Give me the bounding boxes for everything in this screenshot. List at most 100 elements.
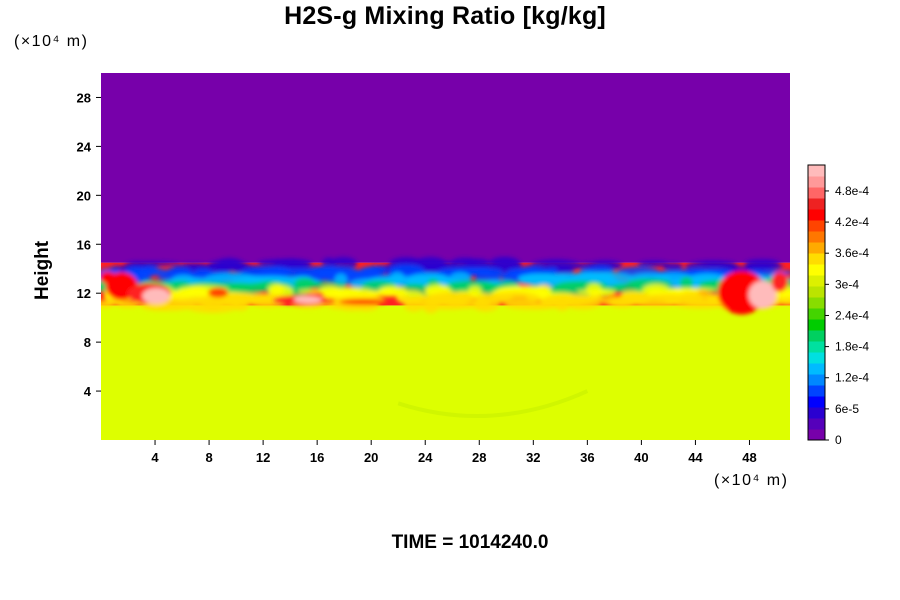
- mixing-texture: [207, 259, 249, 272]
- mixing-texture: [633, 300, 678, 308]
- colorbar-segment: [808, 418, 825, 430]
- colorbar-segment: [808, 220, 825, 232]
- mixing-texture: [641, 294, 694, 303]
- mixing-texture: [487, 291, 541, 305]
- colorbar-segment: [808, 275, 825, 287]
- colorbar-tick-label: 0: [835, 433, 842, 447]
- colorbar-segment: [808, 231, 825, 243]
- mixing-texture: [374, 291, 407, 296]
- colorbar-segment: [808, 187, 825, 199]
- mixing-texture: [295, 281, 348, 289]
- colorbar-segment: [808, 407, 825, 419]
- mixing-texture: [297, 289, 331, 294]
- colorbar-segment: [808, 198, 825, 210]
- plot-area: [101, 73, 790, 440]
- y-tick-label: 28: [77, 90, 91, 105]
- mixing-texture: [517, 273, 571, 284]
- colorbar-tick-label: 1.2e-4: [835, 371, 869, 385]
- colorbar: 4.8e-4 4.2e-4 3.6e-4 3e-4 2.4e-4 1.8e-4 1.2e-4…: [807, 164, 869, 447]
- x-tick-label: 8: [205, 450, 212, 465]
- x-tick-label: 36: [580, 450, 594, 465]
- colorbar-tick-label: 4.8e-4: [835, 184, 869, 198]
- mixing-texture: [356, 266, 380, 281]
- colorbar-segment: [808, 341, 825, 353]
- colorbar-segment: [808, 253, 825, 265]
- mixing-band: [101, 256, 790, 315]
- x-axis-unit: (×10⁴ m): [714, 472, 789, 489]
- colorbar-tick-label: 1.8e-4: [835, 340, 869, 354]
- field-layer-0: [101, 305, 790, 440]
- mixing-texture: [473, 298, 492, 309]
- mixing-hotspot: [293, 295, 322, 304]
- y-tick-label: 24: [77, 139, 92, 154]
- chart-title: H2S-g Mixing Ratio [kg/kg]: [284, 2, 606, 30]
- mixing-texture: [427, 296, 473, 304]
- y-tick-label: 8: [84, 335, 91, 350]
- mixing-texture: [267, 283, 285, 296]
- mixing-texture: [140, 266, 160, 277]
- mixing-texture: [403, 300, 424, 312]
- mixing-texture: [193, 268, 213, 278]
- colorbar-segment: [808, 308, 825, 320]
- colorbar-tick-label: 2.4e-4: [835, 308, 869, 322]
- colorbar-tick-label: 3e-4: [835, 277, 859, 291]
- mixing-texture: [540, 298, 557, 305]
- mixing-texture: [679, 276, 694, 291]
- y-axis: 4 8 12 16 20 24 28: [77, 90, 101, 399]
- x-tick-label: 4: [151, 450, 159, 465]
- colorbar-tick-label: 3.6e-4: [835, 246, 869, 260]
- colorbar-segment: [808, 429, 825, 441]
- lower-swirl: [397, 389, 589, 419]
- colorbar-segment: [808, 165, 825, 177]
- mixing-texture: [638, 260, 670, 267]
- y-tick-label: 12: [77, 286, 91, 301]
- colorbar-segment: [808, 352, 825, 364]
- colorbar-frame: [807, 164, 826, 441]
- colorbar-segment: [808, 385, 825, 397]
- y-axis-unit: (×10⁴ m): [14, 33, 89, 50]
- colorbar-segment: [808, 209, 825, 221]
- colorbar-segment: [808, 363, 825, 375]
- colorbar-segment: [808, 176, 825, 188]
- colorbar-segment: [808, 297, 825, 309]
- mixing-texture: [198, 297, 213, 307]
- mixing-hotspot: [101, 271, 116, 284]
- mixing-hotspot: [208, 287, 229, 298]
- colorbar-tick-label: 4.2e-4: [835, 215, 869, 229]
- colorbar-segment: [808, 242, 825, 254]
- colorbar-segment: [808, 396, 825, 408]
- mixing-texture: [545, 267, 559, 274]
- mixing-texture: [309, 266, 345, 277]
- x-tick-label: 32: [526, 450, 540, 465]
- colorbar-segment: [808, 374, 825, 386]
- time-label: TIME = 1014240.0: [391, 532, 549, 553]
- y-tick-label: 4: [84, 384, 92, 399]
- x-tick-label: 48: [742, 450, 756, 465]
- colorbar-tick-label: 6e-5: [835, 402, 859, 416]
- mixing-hotspot: [338, 299, 387, 306]
- field-layer-2: [101, 73, 790, 263]
- mixing-texture: [103, 299, 124, 306]
- mixing-texture: [554, 297, 570, 311]
- mixing-texture: [329, 256, 358, 271]
- mixing-texture: [699, 281, 717, 288]
- mixing-texture: [189, 291, 212, 297]
- y-tick-label: 20: [77, 188, 91, 203]
- x-tick-label: 44: [688, 450, 703, 465]
- x-tick-label: 16: [310, 450, 324, 465]
- x-tick-label: 24: [418, 450, 433, 465]
- colorbar-segment: [808, 264, 825, 276]
- x-tick-label: 40: [634, 450, 648, 465]
- mixing-texture: [421, 302, 472, 310]
- mixing-texture: [117, 303, 139, 308]
- mixing-texture: [468, 285, 482, 296]
- mixing-hotspot: [142, 288, 171, 305]
- x-axis: 4 8 12 16 20 24 28 32 36 40 44 48: [151, 440, 757, 465]
- mixing-texture: [259, 266, 293, 276]
- colorbar-segment: [808, 319, 825, 331]
- colorbar-segment: [808, 286, 825, 298]
- y-axis-label: Height: [32, 240, 53, 300]
- mixing-texture: [744, 262, 783, 271]
- x-tick-label: 20: [364, 450, 378, 465]
- mixing-texture: [600, 295, 645, 307]
